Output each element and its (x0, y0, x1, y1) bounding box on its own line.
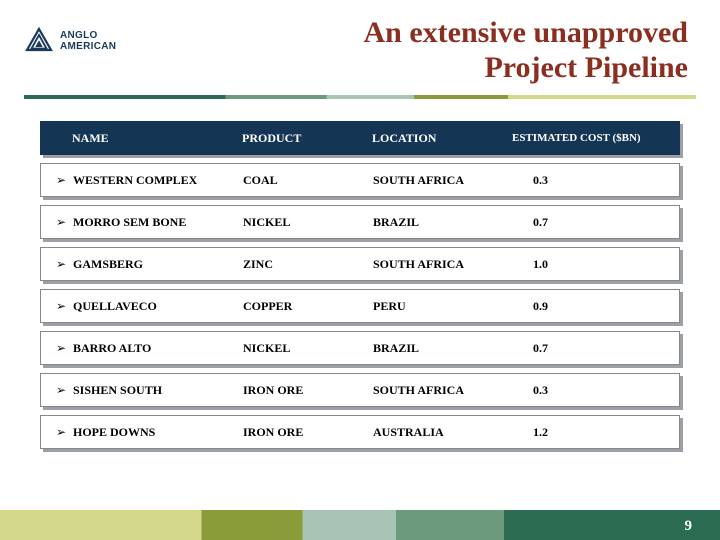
header-cost: ESTIMATED COST ($BN) (512, 132, 672, 144)
cell-name: BARRO ALTO (73, 341, 243, 356)
cell-product: COPPER (243, 299, 373, 314)
header-location: LOCATION (372, 131, 512, 146)
footer-accent-bar: 9 (0, 510, 720, 540)
table-header-row: NAME PRODUCT LOCATION ESTIMATED COST ($B… (40, 121, 680, 155)
row-bullet-icon: ➢ (49, 257, 73, 272)
title-line1: An extensive unapproved (164, 16, 688, 51)
cell-cost: 0.9 (513, 299, 671, 314)
cell-product: IRON ORE (243, 383, 373, 398)
cell-product: COAL (243, 173, 373, 188)
cell-name: SISHEN SOUTH (73, 383, 243, 398)
table-row: ➢MORRO SEM BONENICKELBRAZIL0.7 (40, 205, 680, 239)
title-line2: Project Pipeline (164, 51, 688, 86)
cell-product: NICKEL (243, 215, 373, 230)
logo-line1: ANGLO (60, 30, 116, 41)
anglo-logo-icon (24, 26, 54, 56)
table-row: ➢GAMSBERGZINCSOUTH AFRICA1.0 (40, 247, 680, 281)
table-row: ➢HOPE DOWNSIRON OREAUSTRALIA1.2 (40, 415, 680, 449)
cell-name: WESTERN COMPLEX (73, 173, 243, 188)
cell-cost: 1.0 (513, 257, 671, 272)
cell-product: NICKEL (243, 341, 373, 356)
row-bullet-icon: ➢ (49, 383, 73, 398)
cell-location: SOUTH AFRICA (373, 257, 513, 272)
cell-cost: 0.7 (513, 341, 671, 356)
cell-cost: 0.7 (513, 215, 671, 230)
table-row: ➢WESTERN COMPLEXCOALSOUTH AFRICA0.3 (40, 163, 680, 197)
table-row: ➢QUELLAVECOCOPPERPERU0.9 (40, 289, 680, 323)
row-bullet-icon: ➢ (49, 173, 73, 188)
cell-location: AUSTRALIA (373, 425, 513, 440)
cell-name: GAMSBERG (73, 257, 243, 272)
cell-product: IRON ORE (243, 425, 373, 440)
cell-location: BRAZIL (373, 215, 513, 230)
cell-cost: 1.2 (513, 425, 671, 440)
row-bullet-icon: ➢ (49, 299, 73, 314)
cell-location: BRAZIL (373, 341, 513, 356)
slide-header: ANGLO AMERICAN An extensive unapproved P… (0, 0, 720, 85)
row-bullet-icon: ➢ (49, 341, 73, 356)
cell-location: SOUTH AFRICA (373, 383, 513, 398)
page-number: 9 (685, 518, 693, 535)
row-bullet-icon: ➢ (49, 215, 73, 230)
table-row: ➢BARRO ALTONICKELBRAZIL0.7 (40, 331, 680, 365)
row-bullet-icon: ➢ (49, 425, 73, 440)
cell-name: QUELLAVECO (73, 299, 243, 314)
cell-cost: 0.3 (513, 173, 671, 188)
cell-location: PERU (373, 299, 513, 314)
slide-title: An extensive unapproved Project Pipeline (164, 16, 696, 85)
cell-name: HOPE DOWNS (73, 425, 243, 440)
cell-cost: 0.3 (513, 383, 671, 398)
logo-text: ANGLO AMERICAN (60, 30, 116, 52)
cell-location: SOUTH AFRICA (373, 173, 513, 188)
table-row: ➢SISHEN SOUTHIRON ORESOUTH AFRICA0.3 (40, 373, 680, 407)
header-product: PRODUCT (242, 131, 372, 146)
cell-product: ZINC (243, 257, 373, 272)
company-logo: ANGLO AMERICAN (24, 16, 164, 56)
cell-name: MORRO SEM BONE (73, 215, 243, 230)
project-table: NAME PRODUCT LOCATION ESTIMATED COST ($B… (0, 99, 720, 449)
header-name: NAME (72, 131, 242, 146)
logo-line2: AMERICAN (60, 41, 116, 52)
